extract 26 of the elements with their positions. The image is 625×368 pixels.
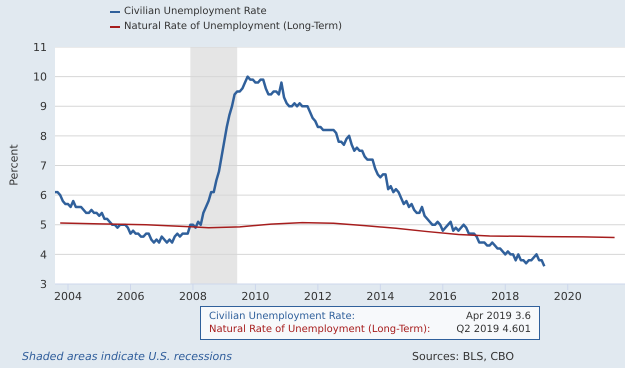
x-tick-label: 2010 [241,290,270,303]
y-tick-label: 7 [40,159,47,172]
y-tick-label: 6 [40,189,47,202]
x-tick-label: 2016 [428,290,457,303]
tooltip-box: Civilian Unemployment Rate: Apr 2019 3.6 Natural Rate of Unemployment (Long-Term): Q2 2019 4.601 [200,306,540,340]
line-series [55,75,546,268]
y-tick-label: 9 [40,100,47,114]
x-tick-label: 2006 [116,290,144,303]
y-tick-label: 4 [40,248,47,262]
x-tick-label: 2020 [554,290,582,303]
y-tick-label: 5 [40,218,47,232]
y-tick-label: 10 [33,70,47,84]
source-note: Sources: BLS, CBO [412,350,514,363]
y-tick-label: 8 [40,130,47,143]
y-tick-label: 3 [40,278,47,291]
x-tick-label: 2014 [366,290,394,303]
text: Shaded areas indicate U.S. recessions [22,350,232,363]
y-tick-label: 11 [33,40,47,54]
x-tick-label: 2004 [54,290,82,303]
legend-label: Civilian Unemployment Rate [124,5,267,19]
x-tick-label: 2018 [491,290,520,303]
line-series [59,222,616,238]
legend-label: Natural Rate of Unemployment (Long-Term) [124,20,342,34]
x-tick-label: 2012 [304,290,332,303]
y-axis-title: Percent [8,144,20,186]
x-tick-label: 2008 [178,290,207,303]
